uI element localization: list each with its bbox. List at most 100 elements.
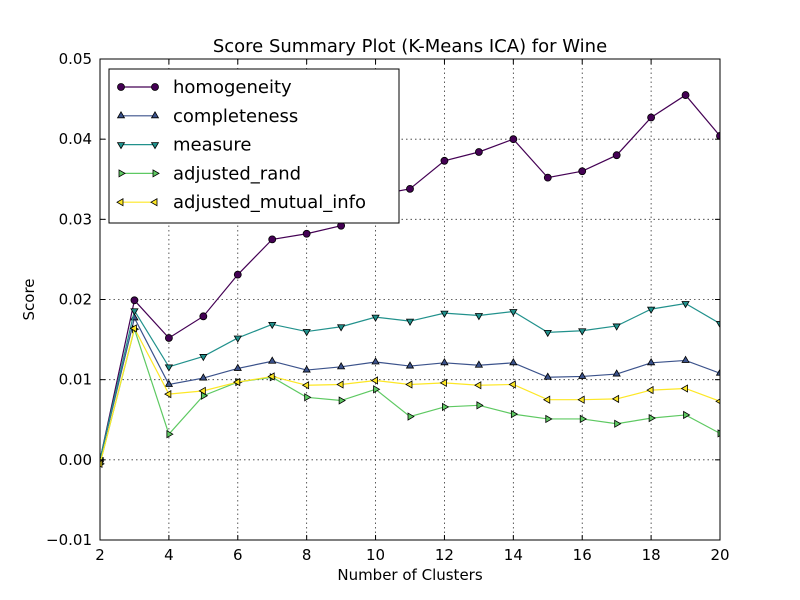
data-point-measure bbox=[440, 310, 449, 318]
y-tick-label: 0.00 bbox=[59, 451, 92, 469]
data-point-completeness bbox=[440, 358, 449, 366]
data-point-homogeneity bbox=[543, 173, 552, 182]
data-point-homogeneity bbox=[440, 156, 449, 165]
y-axis-label: Score bbox=[20, 278, 38, 320]
legend-label: measure bbox=[173, 135, 252, 156]
data-point-adjusted_mutual_info bbox=[577, 395, 585, 404]
data-point-adjusted_mutual_info bbox=[680, 384, 688, 393]
data-point-adjusted_mutual_info bbox=[474, 381, 482, 390]
data-point-homogeneity bbox=[647, 113, 656, 122]
ticks: 2 4 6 8 10 12 14 16 18 20 −0.01 0.00 0.01 0.02 0.03 0.0… bbox=[46, 50, 730, 564]
legend-entry-completeness: completeness bbox=[116, 106, 298, 127]
y-tick-label: 0.05 bbox=[59, 50, 92, 68]
data-point-completeness bbox=[612, 369, 621, 377]
x-tick-label: 12 bbox=[435, 546, 454, 564]
data-point-adjusted_mutual_info bbox=[370, 376, 378, 385]
data-point-adjusted_rand bbox=[545, 414, 553, 424]
x-tick-label: 10 bbox=[366, 546, 385, 564]
data-point-measure bbox=[130, 308, 139, 316]
data-point-adjusted_rand bbox=[614, 419, 622, 428]
data-point-homogeneity bbox=[406, 184, 414, 193]
legend-label: completeness bbox=[173, 106, 298, 127]
data-point-adjusted_mutual_info bbox=[508, 380, 516, 389]
data-point-measure bbox=[681, 301, 690, 309]
data-point-completeness bbox=[474, 360, 484, 368]
y-tick-label: 0.03 bbox=[59, 210, 92, 228]
data-point-adjusted_mutual_info bbox=[542, 395, 551, 404]
data-point-measure bbox=[715, 321, 720, 329]
data-point-adjusted_rand bbox=[407, 412, 415, 421]
legend-marker bbox=[116, 198, 124, 207]
data-point-measure bbox=[646, 306, 656, 314]
x-tick-label: 16 bbox=[573, 546, 592, 564]
data-point-adjusted_mutual_info bbox=[164, 389, 172, 399]
legend: homogeneity completeness measure adjusted_r… bbox=[108, 68, 400, 224]
data-point-adjusted_rand bbox=[510, 409, 519, 419]
data-point-homogeneity bbox=[302, 229, 311, 238]
legend-marker bbox=[151, 83, 159, 91]
data-point-completeness bbox=[268, 356, 277, 364]
x-tick-label: 6 bbox=[233, 546, 243, 564]
data-point-adjusted_rand bbox=[373, 385, 381, 394]
y-tick-label: −0.01 bbox=[46, 531, 92, 549]
data-point-measure bbox=[474, 313, 484, 321]
data-point-adjusted_rand bbox=[442, 402, 450, 412]
legend-entry-homogeneity: homogeneity bbox=[117, 77, 292, 98]
data-point-homogeneity bbox=[474, 148, 483, 156]
legend-marker bbox=[117, 83, 125, 91]
data-point-completeness bbox=[509, 358, 518, 366]
x-tick-label: 20 bbox=[710, 546, 729, 564]
data-point-adjusted_mutual_info bbox=[439, 378, 447, 388]
data-point-measure bbox=[268, 321, 277, 330]
data-point-adjusted_rand bbox=[476, 401, 484, 410]
legend-marker bbox=[116, 110, 126, 119]
legend-entry-measure: measure bbox=[116, 135, 252, 156]
legend-entry-adjusted_rand: adjusted_rand bbox=[118, 163, 301, 184]
legend-box bbox=[108, 68, 400, 224]
legend-marker bbox=[118, 169, 126, 178]
data-point-adjusted_mutual_info bbox=[715, 398, 720, 405]
data-point-completeness bbox=[543, 372, 552, 380]
y-tick-label: 0.01 bbox=[59, 371, 92, 389]
data-point-measure bbox=[199, 354, 208, 362]
legend-marker bbox=[150, 110, 160, 119]
data-point-measure bbox=[233, 335, 242, 343]
data-point-measure bbox=[578, 328, 587, 336]
data-point-measure bbox=[509, 309, 518, 317]
data-point-measure bbox=[543, 329, 552, 338]
data-point-measure bbox=[164, 364, 174, 372]
data-point-completeness bbox=[336, 362, 346, 370]
series-completeness bbox=[100, 313, 720, 463]
data-point-homogeneity bbox=[681, 91, 690, 99]
data-point-completeness bbox=[715, 368, 720, 376]
legend-marker bbox=[152, 169, 160, 178]
data-point-adjusted_mutual_info bbox=[301, 381, 310, 390]
data-point-homogeneity bbox=[130, 296, 139, 305]
data-point-measure bbox=[612, 323, 621, 331]
x-tick-label: 18 bbox=[642, 546, 661, 564]
data-point-completeness bbox=[681, 355, 690, 363]
data-point-completeness bbox=[646, 358, 656, 366]
chart-title: Score Summary Plot (K-Means ICA) for Win… bbox=[213, 36, 607, 57]
x-tick-label: 8 bbox=[302, 546, 312, 564]
data-point-homogeneity bbox=[509, 135, 518, 144]
data-point-measure bbox=[302, 329, 311, 337]
legend-marker bbox=[150, 198, 158, 207]
data-point-completeness bbox=[371, 357, 380, 365]
data-point-completeness bbox=[164, 379, 174, 387]
data-point-homogeneity bbox=[233, 270, 242, 279]
series-homogeneity bbox=[100, 91, 720, 464]
data-point-adjusted_mutual_info bbox=[232, 377, 241, 387]
series-measure bbox=[100, 301, 720, 465]
data-point-homogeneity bbox=[578, 167, 587, 176]
data-point-completeness bbox=[199, 373, 208, 381]
x-axis-label: Number of Clusters bbox=[337, 566, 482, 584]
legend-marker bbox=[116, 142, 126, 150]
data-point-homogeneity bbox=[268, 235, 277, 244]
data-point-measure bbox=[405, 318, 415, 326]
legend-label: adjusted_mutual_info bbox=[173, 192, 366, 213]
legend-marker bbox=[150, 142, 160, 150]
data-point-homogeneity bbox=[612, 151, 621, 160]
y-tick-label: 0.04 bbox=[59, 130, 92, 148]
